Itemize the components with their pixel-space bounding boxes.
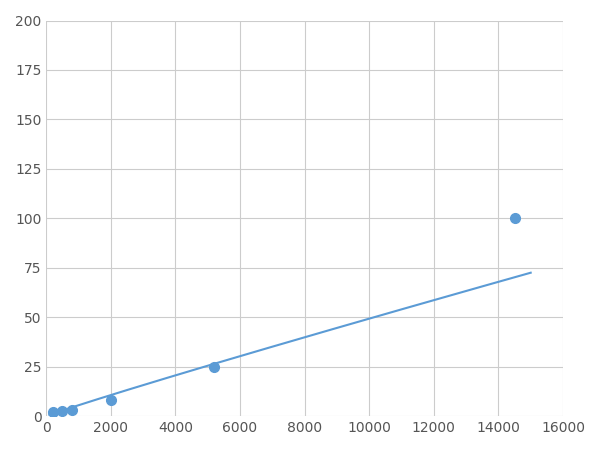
Point — [48, 409, 58, 416]
Point — [510, 215, 520, 222]
Point — [209, 363, 219, 370]
Point — [58, 408, 67, 415]
Point — [67, 407, 77, 414]
Point — [106, 397, 116, 404]
